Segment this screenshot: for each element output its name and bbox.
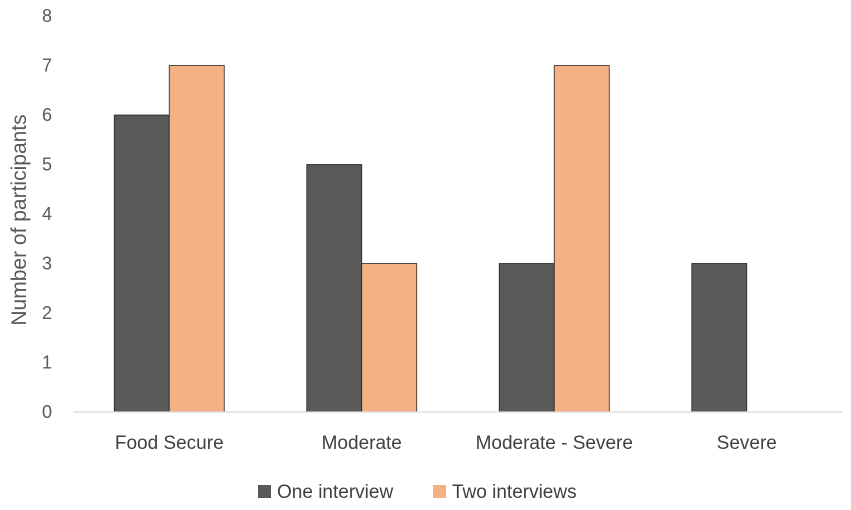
bar-one-interview-severe bbox=[691, 263, 748, 413]
y-axis-ticks: 0 1 2 3 4 5 6 7 8 bbox=[42, 6, 52, 422]
legend: One interview Two interviews bbox=[258, 482, 577, 503]
x-axis-category-labels: Food Secure Moderate Moderate - Severe Seve… bbox=[115, 433, 777, 454]
y-tick-label: 1 bbox=[42, 353, 52, 373]
x-category-label: Severe bbox=[717, 433, 777, 454]
legend-label: Two interviews bbox=[452, 482, 577, 503]
bar-two-interviews-moderate-severe bbox=[553, 65, 610, 413]
x-category-label: Moderate - Severe bbox=[476, 433, 633, 454]
x-category-label: Food Secure bbox=[115, 433, 224, 454]
bar-two-interviews-food-secure bbox=[168, 65, 225, 413]
legend-swatch bbox=[433, 485, 446, 498]
bar-two-interviews-moderate bbox=[361, 263, 418, 413]
y-tick-label: 5 bbox=[42, 155, 52, 175]
legend-label: One interview bbox=[277, 482, 393, 503]
x-category-label: Moderate bbox=[322, 433, 402, 454]
legend-swatch bbox=[258, 485, 271, 498]
bar-one-interview-moderate bbox=[306, 164, 363, 413]
y-tick-label: 2 bbox=[42, 303, 52, 323]
y-tick-label: 4 bbox=[42, 204, 52, 224]
y-tick-label: 7 bbox=[42, 56, 52, 76]
y-tick-label: 8 bbox=[42, 6, 52, 26]
bar-one-interview-food-secure bbox=[113, 114, 170, 413]
bars bbox=[113, 65, 748, 413]
y-tick-label: 3 bbox=[42, 254, 52, 274]
bar-one-interview-moderate-severe bbox=[498, 263, 555, 413]
y-tick-label: 0 bbox=[42, 402, 52, 422]
y-axis-label: Number of participants bbox=[8, 114, 31, 325]
y-tick-label: 6 bbox=[42, 105, 52, 125]
